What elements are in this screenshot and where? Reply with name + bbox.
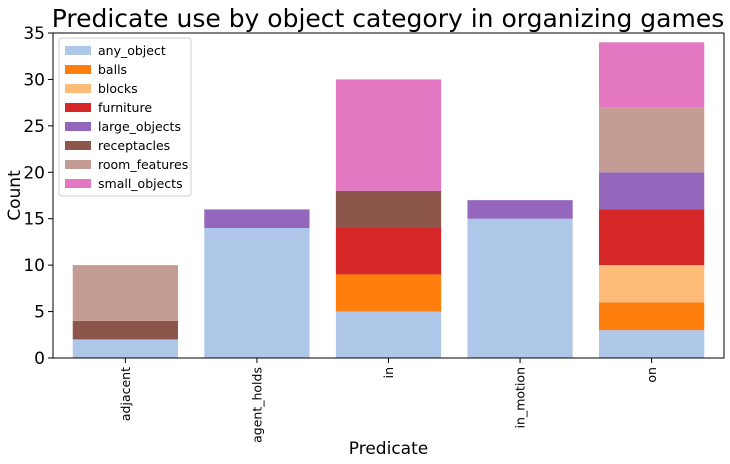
bar-segment-in-balls — [335, 274, 442, 312]
y-tick-label: 0 — [34, 349, 45, 369]
chart-title: Predicate use by object category in orga… — [52, 4, 725, 33]
y-tick-label: 5 — [34, 303, 45, 323]
y-tick-label: 15 — [23, 210, 45, 230]
bar-segment-on-room_features — [599, 107, 705, 173]
legend-swatch-balls — [65, 65, 91, 74]
bars — [72, 42, 705, 358]
bar-segment-in-any_object — [335, 311, 442, 358]
bar-segment-in_motion-large_objects — [467, 200, 573, 219]
y-axis: 0 5 10 15 20 25 30 35 — [23, 24, 53, 369]
legend-label-small_objects: small_objects — [98, 176, 183, 191]
bar-segment-in-receptacles — [335, 190, 442, 228]
bar-segment-on-any_object — [599, 330, 705, 358]
y-tick-label: 30 — [23, 70, 45, 90]
legend-swatch-room_features — [65, 160, 91, 169]
legend-box — [58, 37, 192, 197]
legend-swatch-blocks — [65, 84, 91, 93]
legend-swatch-furniture — [65, 103, 91, 112]
bar-segment-agent_holds-large_objects — [204, 209, 310, 228]
x-tick-label-in: in — [381, 367, 396, 378]
bar-segment-in-furniture — [335, 228, 442, 275]
legend-label-large_objects: large_objects — [98, 119, 181, 134]
x-tick-label-adjacent: adjacent — [118, 367, 133, 421]
x-tick-label-in_motion: in_motion — [513, 367, 528, 428]
legend-label-room_features: room_features — [98, 157, 188, 172]
bar-segment-adjacent-any_object — [72, 339, 178, 358]
legend-label-balls: balls — [98, 62, 127, 77]
bar-segment-in-small_objects — [335, 79, 442, 191]
bar-segment-agent_holds-any_object — [204, 228, 310, 358]
legend-swatch-receptacles — [65, 141, 91, 150]
y-axis-label: Count — [5, 170, 25, 221]
bar-segment-on-balls — [599, 302, 705, 331]
y-tick-label: 10 — [23, 256, 45, 276]
legend-label-receptacles: receptacles — [98, 138, 170, 153]
x-axis: adjacent agent_holds in in_motion on — [118, 358, 659, 443]
legend-swatch-large_objects — [65, 122, 91, 131]
x-axis-label: Predicate — [349, 439, 428, 459]
bar-segment-on-large_objects — [599, 172, 705, 210]
y-tick-label: 20 — [23, 163, 45, 183]
bar-segment-adjacent-room_features — [72, 265, 178, 321]
y-tick-label: 25 — [23, 117, 45, 137]
bar-segment-on-small_objects — [599, 42, 705, 108]
bar-segment-on-blocks — [599, 265, 705, 303]
bar-segment-on-furniture — [599, 209, 705, 266]
legend-label-blocks: blocks — [98, 81, 138, 96]
legend-label-furniture: furniture — [98, 100, 152, 115]
legend-label-any_object: any_object — [98, 43, 166, 58]
legend-swatch-any_object — [65, 46, 91, 55]
bar-segment-in_motion-any_object — [467, 218, 573, 358]
x-tick-label-on: on — [644, 367, 659, 383]
x-tick-label-agent_holds: agent_holds — [249, 367, 264, 443]
y-tick-label: 35 — [23, 24, 45, 44]
bar-segment-adjacent-receptacles — [72, 320, 178, 340]
legend-swatch-small_objects — [65, 179, 91, 188]
